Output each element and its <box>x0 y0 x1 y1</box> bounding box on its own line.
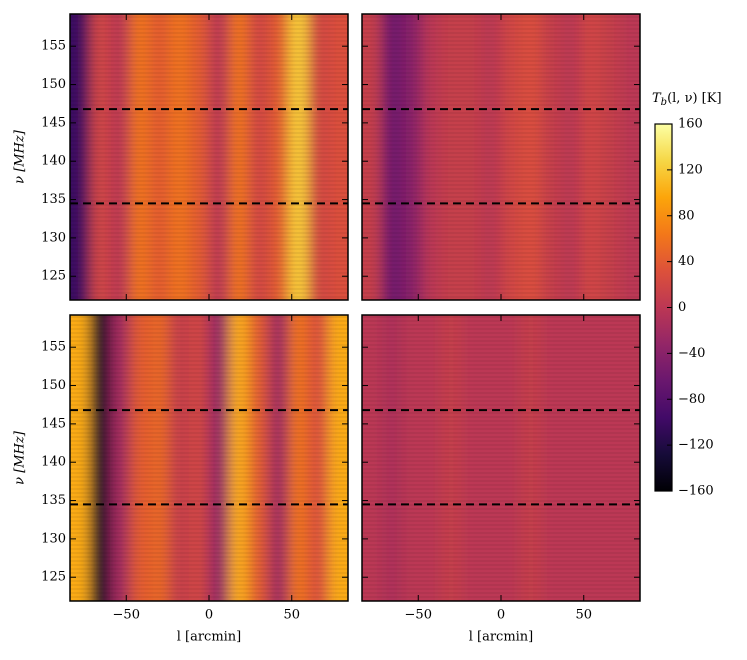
colorbar-tick-label: −40 <box>678 346 705 361</box>
y-axis-label: ν [MHz] <box>13 129 28 184</box>
colorbar-tick-label: 80 <box>678 208 695 223</box>
y-tick-label: 135 <box>41 192 66 207</box>
y-axis-label: ν [MHz] <box>13 430 28 485</box>
x-axis-label: l [arcmin] <box>177 630 242 645</box>
y-tick-label: 125 <box>41 570 66 585</box>
colorbar-tick-label: −80 <box>678 392 705 407</box>
colorbar-tick-label: −120 <box>678 438 714 453</box>
y-tick-label: 145 <box>41 115 66 130</box>
label-subscript: b <box>661 97 667 108</box>
colorbar-label: Tb(l, ν) [K] <box>652 91 722 108</box>
colorbar-tick-label: 160 <box>678 117 703 132</box>
colorbar-tick-label: 120 <box>678 162 703 177</box>
heatmap <box>362 315 640 601</box>
texture <box>70 315 348 601</box>
y-tick-label: 150 <box>41 77 66 92</box>
y-tick-label: 140 <box>41 455 66 470</box>
y-tick-label: 155 <box>41 340 66 355</box>
heatmap <box>70 315 348 601</box>
colorbar-tick-label: 40 <box>678 254 695 269</box>
heatmap <box>362 14 640 300</box>
y-tick-label: 125 <box>41 269 66 284</box>
x-tick-label: 0 <box>497 608 505 623</box>
label-rest: (l, ν) [K] <box>667 91 721 106</box>
texture <box>362 14 640 300</box>
x-tick-label: 50 <box>283 608 300 623</box>
colorbar-tick-label: 0 <box>678 300 686 315</box>
x-tick-label: 50 <box>575 608 592 623</box>
y-tick-label: 140 <box>41 154 66 169</box>
x-tick-label: −50 <box>113 608 140 623</box>
y-tick-label: 130 <box>41 531 66 546</box>
x-tick-label: 0 <box>205 608 213 623</box>
texture <box>362 315 640 601</box>
y-tick-label: 135 <box>41 493 66 508</box>
y-tick-label: 145 <box>41 416 66 431</box>
y-tick-label: 155 <box>41 39 66 54</box>
y-tick-label: 150 <box>41 378 66 393</box>
texture <box>70 14 348 300</box>
x-axis-label: l [arcmin] <box>469 630 534 645</box>
x-tick-label: −50 <box>405 608 432 623</box>
heatmap <box>70 14 348 300</box>
colorbar-tick-label: −160 <box>678 484 714 499</box>
label-symbol: T <box>652 91 662 106</box>
y-tick-label: 130 <box>41 230 66 245</box>
